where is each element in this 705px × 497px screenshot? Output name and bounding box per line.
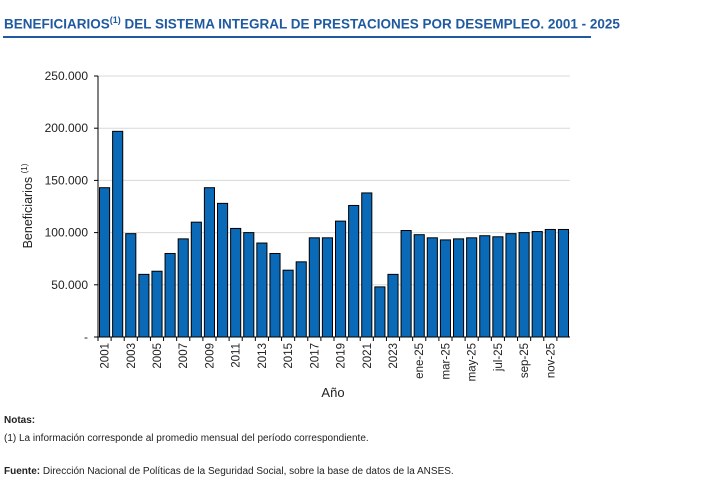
bar-ene-25 <box>413 234 425 338</box>
bar-nov-25 <box>544 228 556 338</box>
bar-feb-25 <box>426 237 438 338</box>
bar-2021 <box>361 192 373 338</box>
y-tick-label: - <box>84 330 88 344</box>
x-tick-label: ene-25 <box>414 343 426 379</box>
x-tick-label: 2003 <box>126 343 138 369</box>
title-underline <box>3 36 591 38</box>
bar-2002 <box>112 130 124 338</box>
x-tick-label: sep-25 <box>519 343 531 378</box>
bar-jun-25 <box>479 235 491 338</box>
x-tick-label: 2009 <box>204 343 216 369</box>
bar-2016 <box>295 261 307 338</box>
bar-2018 <box>321 237 333 338</box>
bar-2004 <box>138 273 150 338</box>
bar-2005 <box>151 270 163 338</box>
x-tick-label: 2011 <box>231 343 243 368</box>
bar-2024 <box>400 230 412 338</box>
bar-2012 <box>243 232 255 338</box>
x-tick-label: 2005 <box>152 343 164 369</box>
x-tick-label: may-25 <box>467 343 479 381</box>
x-tick-label: 2007 <box>178 343 190 369</box>
bar-mar-25 <box>439 239 451 338</box>
bar-2010 <box>217 202 229 338</box>
bar-ago-25 <box>505 233 517 338</box>
bar-dic-25 <box>557 228 570 338</box>
bar-2017 <box>308 237 320 338</box>
notes-heading: Notas: <box>4 415 36 426</box>
source-label: Fuente: <box>4 466 41 477</box>
bar-2023 <box>387 273 399 338</box>
bar-2006 <box>164 252 176 338</box>
bar-oct-25 <box>531 231 543 338</box>
bar-2013 <box>256 242 268 338</box>
y-tick-label: 150.000 <box>45 173 89 187</box>
bar-jul-25 <box>492 236 504 338</box>
bar-2001 <box>99 187 111 338</box>
x-tick-label: 2001 <box>100 343 112 369</box>
x-tick-label: 2021 <box>362 343 374 369</box>
y-tick-label: 100.000 <box>45 226 89 240</box>
bar-2003 <box>125 233 137 338</box>
bar-2022 <box>374 286 386 338</box>
bar-2009 <box>203 187 215 338</box>
x-tick-label: jul-25 <box>493 343 505 372</box>
x-tick-label: 2023 <box>388 343 400 369</box>
y-tick-label: 200.000 <box>45 121 89 135</box>
note-1: (1) La información corresponde al promed… <box>4 433 369 444</box>
bar-sep-25 <box>518 232 530 338</box>
y-axis-label: Beneficiarios (1) <box>20 163 35 248</box>
source-text: Dirección Nacional de Políticas de la Se… <box>40 466 454 477</box>
bar-abr-25 <box>453 238 465 338</box>
bar-2020 <box>348 204 360 338</box>
x-tick-label: nov-25 <box>545 343 557 378</box>
x-axis-label: Año <box>321 385 344 400</box>
x-tick-label: mar-25 <box>440 343 452 379</box>
title-sup: (1) <box>109 15 121 25</box>
x-tick-label: 2015 <box>283 343 295 369</box>
bar-chart: - 50.000 100.000 150.000 200.000 250.000 2001 2… <box>20 69 570 400</box>
title-text: BENEFICIARIOS <box>4 16 110 32</box>
source: Fuente: Dirección Nacional de Políticas … <box>4 466 454 477</box>
bar-2007 <box>177 238 189 338</box>
bar-2008 <box>190 221 202 338</box>
x-tick-label: 2019 <box>336 343 348 369</box>
title-rest: DEL SISTEMA INTEGRAL DE PRESTACIONES POR… <box>120 16 620 32</box>
y-tick-label: 50.000 <box>51 278 88 292</box>
bar-2019 <box>335 220 347 338</box>
x-tick-label: 2017 <box>309 343 321 369</box>
y-tick-label: 250.000 <box>45 69 89 83</box>
bar-2011 <box>230 227 242 338</box>
bar-2015 <box>282 269 294 338</box>
x-tick-label: 2013 <box>257 343 269 369</box>
bar-2014 <box>269 252 281 338</box>
bar-may-25 <box>466 237 478 338</box>
chart-title: BENEFICIARIOS(1) DEL SISTEMA INTEGRAL DE… <box>4 15 620 32</box>
